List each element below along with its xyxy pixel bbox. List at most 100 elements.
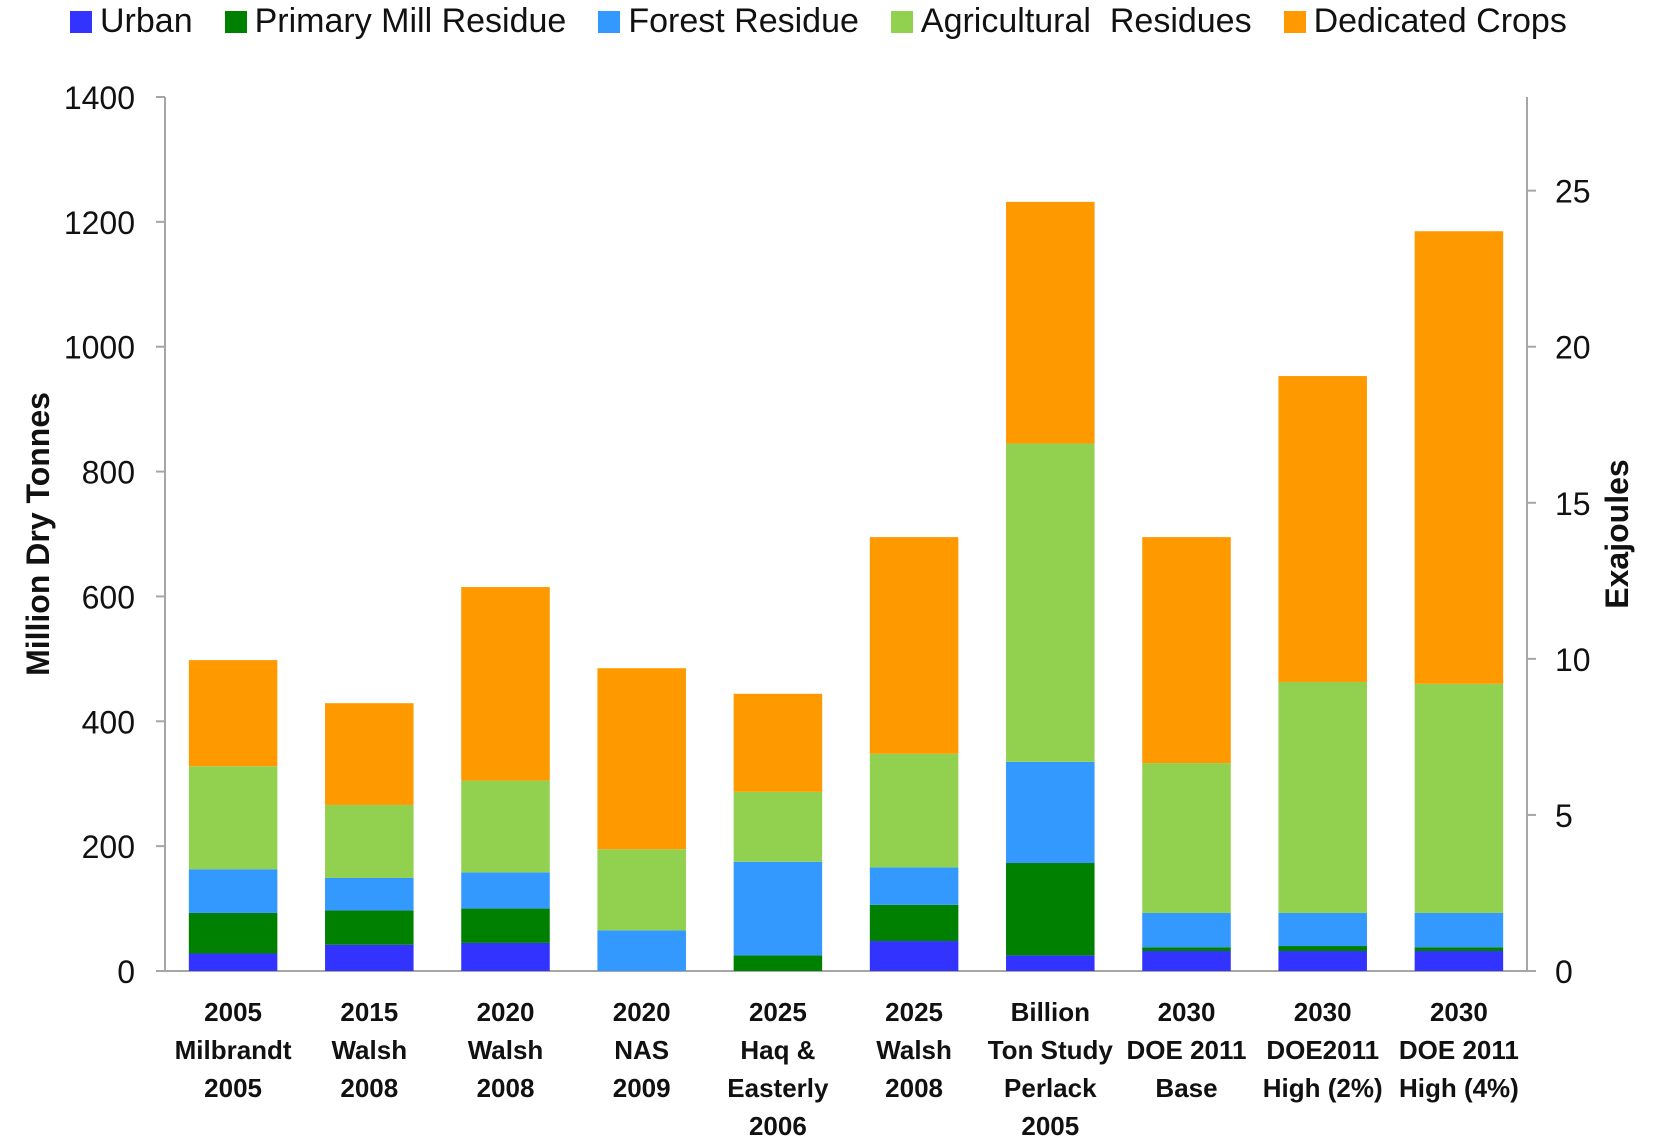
x-tick-label: 2030	[1158, 997, 1216, 1027]
x-tick-label: 2025	[885, 997, 943, 1027]
legend: Urban Primary Mill Residue Forest Residue A…	[70, 2, 1599, 41]
bar-segment	[188, 953, 278, 971]
legend-item: Dedicated Crops	[1283, 2, 1567, 41]
bar-segment	[1414, 683, 1504, 913]
bar-segment	[461, 587, 550, 781]
x-tick-label: 2020	[613, 997, 671, 1027]
bar-segment	[1142, 763, 1231, 913]
bar-segment	[325, 877, 414, 911]
legend-swatch	[1283, 10, 1306, 33]
x-tick-label: Walsh	[468, 1035, 544, 1065]
legend-item: Forest Residue	[598, 2, 859, 41]
x-tick-label: 2020	[477, 997, 535, 1027]
x-tick-label: 2005	[1021, 1111, 1079, 1141]
x-tick-label: 2009	[613, 1073, 671, 1103]
y-tick-label: 1200	[64, 205, 135, 241]
y-tick-label: 800	[82, 455, 135, 491]
x-tick-label: Walsh	[876, 1035, 952, 1065]
x-tick-label: 2008	[477, 1073, 535, 1103]
legend-label: Primary Mill Residue	[254, 2, 567, 40]
y-tick-label: 1400	[64, 80, 135, 116]
x-tick-label: Base	[1155, 1073, 1217, 1103]
x-tick-label: Walsh	[331, 1035, 407, 1065]
legend-label: Agricultural Residues	[920, 2, 1252, 40]
bar-segment	[869, 537, 959, 754]
y2-tick-label: 15	[1555, 486, 1591, 522]
legend-item: Agricultural Residues	[890, 2, 1252, 41]
bar-segment	[733, 791, 823, 862]
y-tick-label: 200	[82, 829, 135, 865]
bar-segment	[1006, 443, 1095, 762]
y2-tick-label: 10	[1555, 642, 1591, 678]
legend-item: Urban	[70, 2, 193, 41]
bar-segment	[461, 872, 550, 909]
bar-segment	[188, 912, 278, 954]
x-tick-label: Perlack	[1004, 1073, 1097, 1103]
x-tick-label: High (2%)	[1263, 1073, 1383, 1103]
x-tick-label: 2008	[885, 1073, 943, 1103]
bar-segment	[188, 660, 278, 767]
y-tick-label: 0	[117, 954, 135, 990]
legend-swatch	[70, 10, 92, 33]
legend-swatch	[598, 10, 621, 33]
bar-segment	[597, 668, 686, 850]
legend-label: Forest Residue	[628, 2, 859, 40]
bar-segment	[325, 804, 414, 878]
x-tick-label: Milbrandt	[175, 1035, 292, 1065]
x-tick-label: 2008	[340, 1073, 398, 1103]
bar-segment	[461, 780, 550, 873]
bar-segment	[869, 753, 959, 868]
bar-segment	[461, 908, 550, 943]
bar-segment	[1278, 946, 1367, 952]
bar-segment	[1414, 951, 1504, 971]
bar-segment	[1006, 201, 1095, 444]
x-tick-label: 2025	[749, 997, 807, 1027]
x-tick-label: 2015	[340, 997, 398, 1027]
bar-segment	[1414, 231, 1504, 684]
bar-segment	[733, 693, 823, 792]
x-tick-label: 2006	[749, 1111, 807, 1141]
x-tick-label: 2030	[1294, 997, 1352, 1027]
bar-segment	[1278, 912, 1367, 947]
x-tick-label: High (4%)	[1399, 1073, 1519, 1103]
bar-segment	[325, 944, 414, 971]
x-tick-label: Ton Study	[988, 1035, 1114, 1065]
bar-segment	[1414, 912, 1504, 948]
bar-segment	[188, 869, 278, 913]
x-tick-label: DOE 2011	[1399, 1035, 1519, 1065]
bar-segment	[733, 861, 823, 956]
bar-segment	[597, 930, 686, 971]
x-tick-label: DOE2011	[1266, 1035, 1379, 1065]
x-tick-label: NAS	[614, 1035, 669, 1065]
bar-segment	[1142, 912, 1231, 948]
bar-segment	[188, 766, 278, 870]
x-tick-label: 2005	[204, 1073, 262, 1103]
y2-axis-title: Exajoules	[1599, 459, 1635, 608]
y2-tick-label: 0	[1555, 954, 1573, 990]
bar-segment	[869, 904, 959, 942]
y-tick-label: 600	[82, 579, 135, 615]
bar-segment	[1006, 761, 1095, 863]
y2-tick-label: 25	[1555, 174, 1591, 210]
bar-segment	[1414, 947, 1504, 952]
legend-item: Primary Mill Residue	[224, 2, 567, 41]
bar-segment	[1006, 862, 1095, 956]
bar-segment	[1142, 537, 1231, 764]
bar-segment	[1278, 681, 1367, 913]
bar-segment	[869, 867, 959, 905]
legend-swatch	[224, 10, 247, 33]
y-tick-label: 400	[82, 704, 135, 740]
x-tick-label: Haq &	[740, 1035, 815, 1065]
bar-segment	[1278, 376, 1367, 682]
bar-segment	[1278, 951, 1367, 971]
bar-segment	[461, 942, 550, 971]
x-tick-label: DOE 2011	[1127, 1035, 1247, 1065]
bar-segment	[1142, 951, 1231, 971]
y2-tick-label: 5	[1555, 798, 1573, 834]
bar-segment	[1142, 947, 1231, 952]
y2-tick-label: 20	[1555, 330, 1591, 366]
bar-segment	[733, 955, 823, 971]
bar-segment	[1006, 955, 1095, 971]
legend-label: Dedicated Crops	[1313, 2, 1567, 40]
